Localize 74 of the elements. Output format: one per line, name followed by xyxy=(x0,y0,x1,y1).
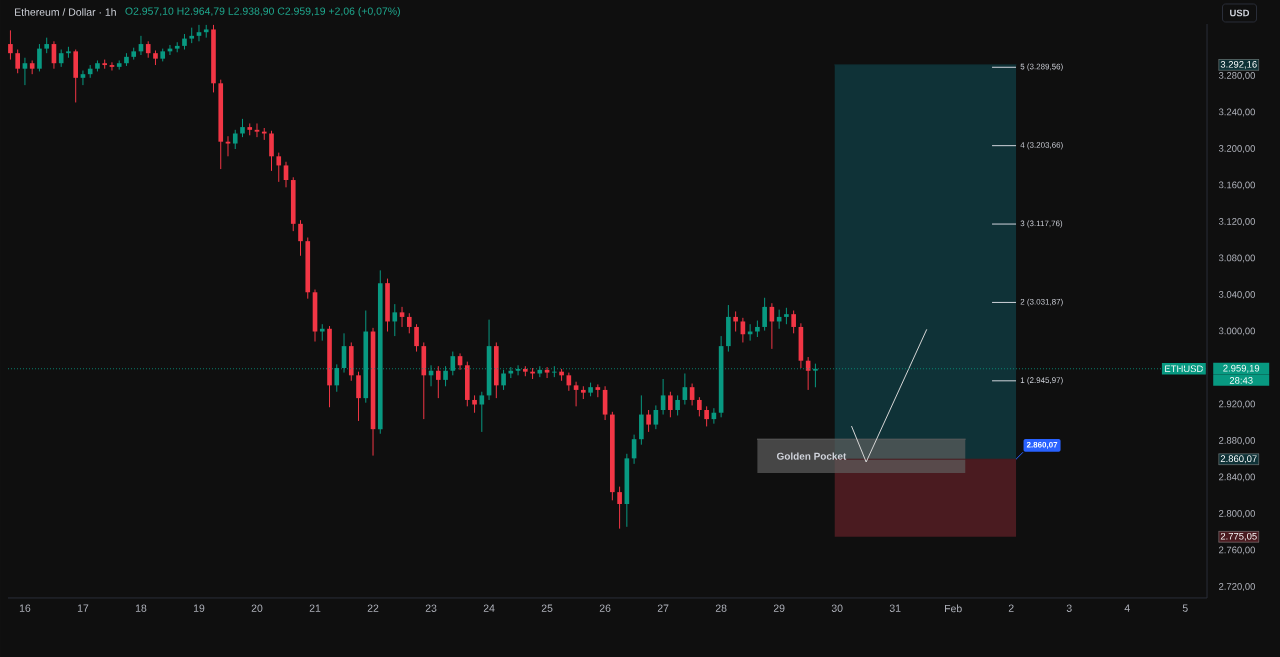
y-tick-label: 2.720,00 xyxy=(1219,583,1255,591)
candlestick xyxy=(704,405,709,427)
x-tick-label: 4 xyxy=(1124,604,1130,612)
x-tick-label: 23 xyxy=(425,604,437,612)
candlestick xyxy=(544,366,550,379)
candlestick xyxy=(15,49,20,74)
candlestick xyxy=(276,152,282,183)
candlestick xyxy=(37,43,42,72)
candlestick xyxy=(196,24,202,42)
x-tick-label: 31 xyxy=(889,604,901,612)
candlestick xyxy=(254,122,260,138)
candlestick xyxy=(22,57,28,86)
candlestick xyxy=(697,396,702,417)
x-tick-label: 28 xyxy=(715,604,727,612)
x-tick-label: Feb xyxy=(945,604,962,613)
candlestick xyxy=(356,371,361,422)
candlestick xyxy=(733,310,738,333)
candlestick xyxy=(573,381,579,407)
candlestick xyxy=(479,391,485,433)
x-tick-label: 30 xyxy=(831,604,843,612)
x-tick-label: 26 xyxy=(599,604,611,612)
y-tick-label: 2.840,00 xyxy=(1219,473,1255,482)
candlestick xyxy=(668,391,673,418)
y-tick-label: 3.240,00 xyxy=(1218,108,1255,117)
candlestick xyxy=(399,306,405,328)
x-tick-label: 16 xyxy=(19,604,31,612)
y-tick-label: 2.880,00 xyxy=(1219,437,1255,445)
x-tick-label: 20 xyxy=(251,604,263,612)
chart-subtitle: O2.957,10 H2.964,79 L2.938,90 C2.959,19 +2,06 (+0,07%) xyxy=(125,7,400,17)
candlestick xyxy=(298,219,303,257)
x-tick-label: 2 xyxy=(1008,604,1014,612)
candlestick xyxy=(225,135,231,157)
y-tick-label: 2.800,00 xyxy=(1219,510,1255,518)
candlestick xyxy=(762,297,767,332)
chart-title: Ethereum / Dollar · 1h xyxy=(15,8,116,16)
candlestick xyxy=(646,409,651,433)
candlestick xyxy=(406,312,412,334)
x-tick-label: 25 xyxy=(541,604,553,612)
x-tick-label: 29 xyxy=(773,604,785,612)
x-tick-label: 21 xyxy=(309,604,321,612)
y-tick-label: 2.920,00 xyxy=(1219,400,1255,409)
candlestick xyxy=(392,303,398,337)
y-tick-label: 3.120,00 xyxy=(1218,218,1255,226)
candlestick xyxy=(8,29,13,61)
y-tick-label: 3.160,00 xyxy=(1218,181,1255,190)
x-tick-label: 24 xyxy=(483,604,495,612)
y-tick-label: 3.040,00 xyxy=(1218,291,1255,299)
candlestick xyxy=(435,365,441,399)
candlestick xyxy=(414,323,419,353)
x-tick-label: 17 xyxy=(77,604,89,612)
y-tick-label: 3.000,00 xyxy=(1218,327,1255,336)
y-tick-label: 3.200,00 xyxy=(1218,145,1255,153)
text: ETHUSD xyxy=(1165,365,1203,373)
y-tick-label: 2.760,00 xyxy=(1219,546,1255,555)
candlestick xyxy=(109,61,115,72)
candlestick xyxy=(675,394,680,416)
candlestick xyxy=(240,118,245,138)
x-tick-label: 5 xyxy=(1182,604,1188,612)
y-tick-label: 3.080,00 xyxy=(1218,254,1255,263)
candlestick xyxy=(269,130,274,172)
x-tick-label: 22 xyxy=(367,604,379,612)
x-tick-label: 18 xyxy=(135,604,147,612)
y-tick-label: 3.280,00 xyxy=(1218,72,1255,80)
x-tick-label: 27 xyxy=(657,604,669,612)
series-label: Golden Pocket xyxy=(776,452,847,460)
candlestick xyxy=(791,310,796,334)
x-tick-label: 3 xyxy=(1066,604,1072,612)
candlestick xyxy=(80,70,86,86)
y-axis-title: USD xyxy=(1230,9,1250,17)
ref-line-label: 2.959,19 xyxy=(1223,364,1260,373)
candlestick xyxy=(617,486,622,530)
x-tick-label: 19 xyxy=(193,604,205,612)
candlestick xyxy=(232,129,238,150)
text: 28:43 xyxy=(1229,377,1253,384)
